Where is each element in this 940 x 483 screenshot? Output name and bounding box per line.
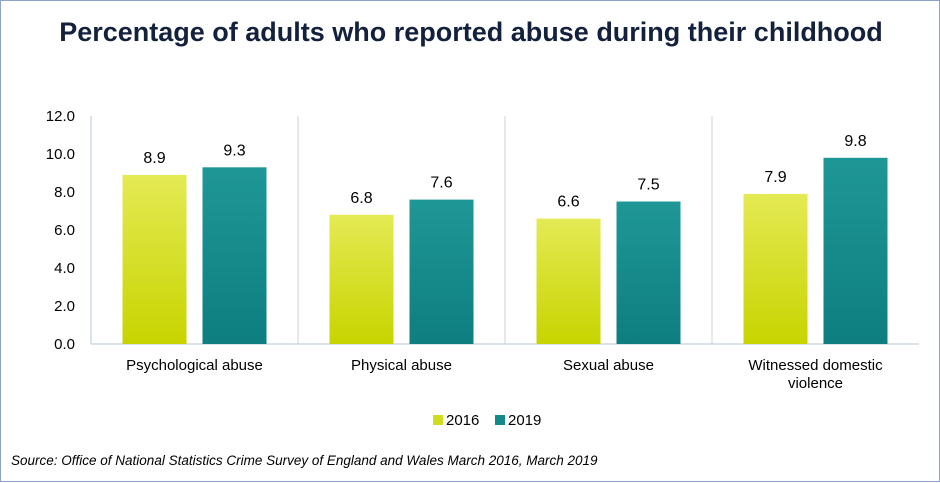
legend-swatch-2016 (433, 415, 443, 425)
y-tick-label: 2.0 (54, 298, 75, 315)
y-tick-label: 8.0 (54, 184, 75, 201)
data-label: 9.3 (223, 142, 245, 159)
legend-label-2019: 2019 (508, 412, 541, 429)
bar-2016 (329, 214, 394, 344)
legend-label-2016: 2016 (446, 412, 479, 429)
legend-swatch-2019 (495, 415, 505, 425)
data-label: 6.8 (350, 190, 372, 207)
data-label: 7.9 (764, 169, 786, 186)
y-tick-label: 0.0 (54, 336, 75, 353)
y-tick-label: 6.0 (54, 222, 75, 239)
bar-2016 (122, 174, 187, 344)
bar-2019 (409, 199, 474, 344)
y-tick-label: 12.0 (46, 108, 75, 125)
data-label: 9.8 (844, 133, 866, 150)
x-category-label: Sexual abuse (563, 357, 654, 374)
y-tick-label: 10.0 (46, 146, 75, 163)
bar-2019 (202, 167, 267, 344)
x-category-label: Psychological abuse (126, 357, 263, 374)
bar-2019 (616, 201, 681, 344)
data-label: 8.9 (143, 150, 165, 167)
bar-2019 (823, 157, 888, 344)
x-category-label: Witnessed domestic violence (748, 357, 883, 392)
y-tick-label: 4.0 (54, 260, 75, 277)
data-label: 7.5 (637, 177, 659, 194)
bar-2016 (536, 218, 601, 344)
data-label: 7.6 (430, 175, 452, 192)
x-category-label: Physical abuse (351, 357, 452, 374)
chart-title: Percentage of adults who reported abuse … (59, 17, 883, 47)
data-label: 6.6 (557, 194, 579, 211)
bar-2016 (743, 193, 808, 344)
source-note: Source: Office of National Statistics Cr… (11, 453, 598, 468)
